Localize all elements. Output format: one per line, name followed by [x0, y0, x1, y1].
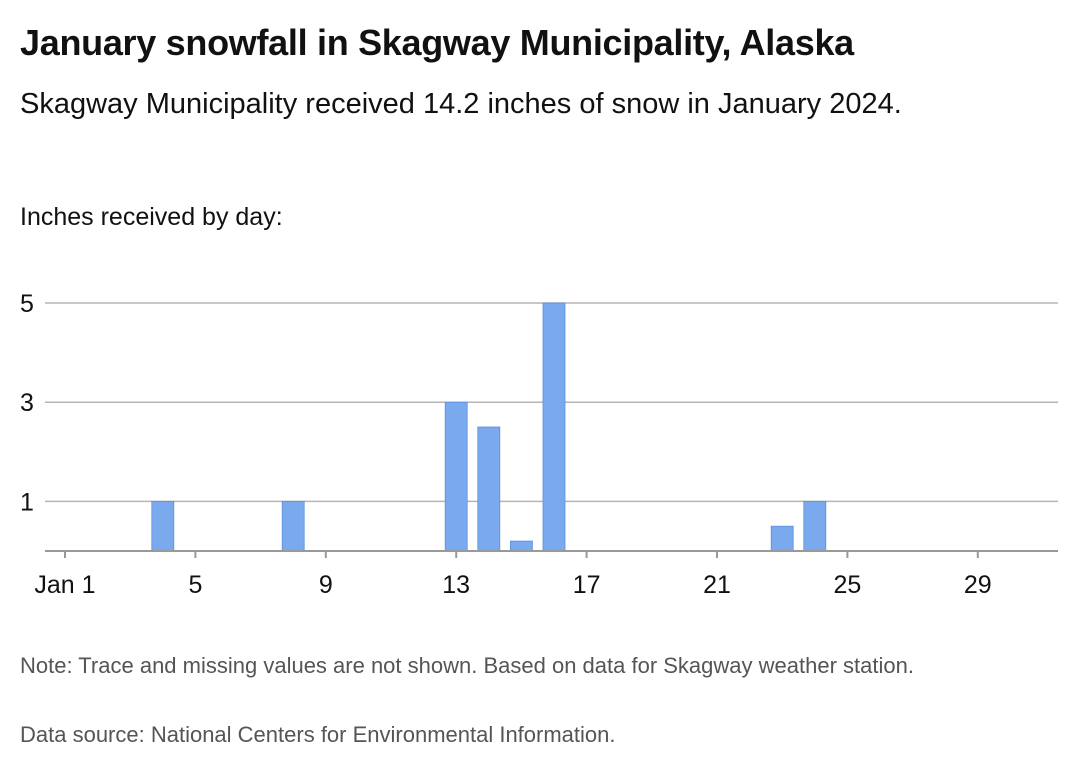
bar — [770, 525, 794, 552]
x-tick-label: 9 — [319, 571, 333, 599]
y-tick-label: 5 — [20, 290, 34, 318]
x-tick-label: Jan 1 — [34, 571, 95, 599]
bars — [151, 302, 827, 552]
y-tick-label: 3 — [20, 389, 34, 417]
x-tick-label: 13 — [442, 571, 470, 599]
bar — [803, 500, 827, 552]
x-tick-label: 29 — [964, 571, 992, 599]
y-tick-label: 1 — [20, 488, 34, 516]
y-axis-caption: Inches received by day: — [20, 203, 283, 231]
bar — [281, 500, 305, 552]
bar — [509, 540, 533, 552]
footnote: Note: Trace and missing values are not s… — [20, 653, 914, 678]
chart-title: January snowfall in Skagway Municipality… — [20, 22, 854, 63]
bar — [444, 401, 468, 552]
x-tick-label: 17 — [573, 571, 601, 599]
x-axis: Jan 1 5 9 13 17 21 25 29 — [34, 550, 1058, 599]
data-source: Data source: National Centers for Enviro… — [20, 722, 616, 747]
bar — [151, 500, 175, 552]
chart-subtitle: Skagway Municipality received 14.2 inche… — [20, 88, 902, 120]
y-axis-ticks: 1 3 5 — [20, 290, 34, 516]
x-tick-label: 21 — [703, 571, 731, 599]
x-tick-label: 25 — [833, 571, 861, 599]
bar — [477, 426, 501, 552]
snowfall-bar-chart: Jan 1 5 9 13 17 21 25 29 135 — [20, 290, 1058, 599]
x-tick-label: 5 — [188, 571, 202, 599]
bar — [542, 302, 566, 552]
